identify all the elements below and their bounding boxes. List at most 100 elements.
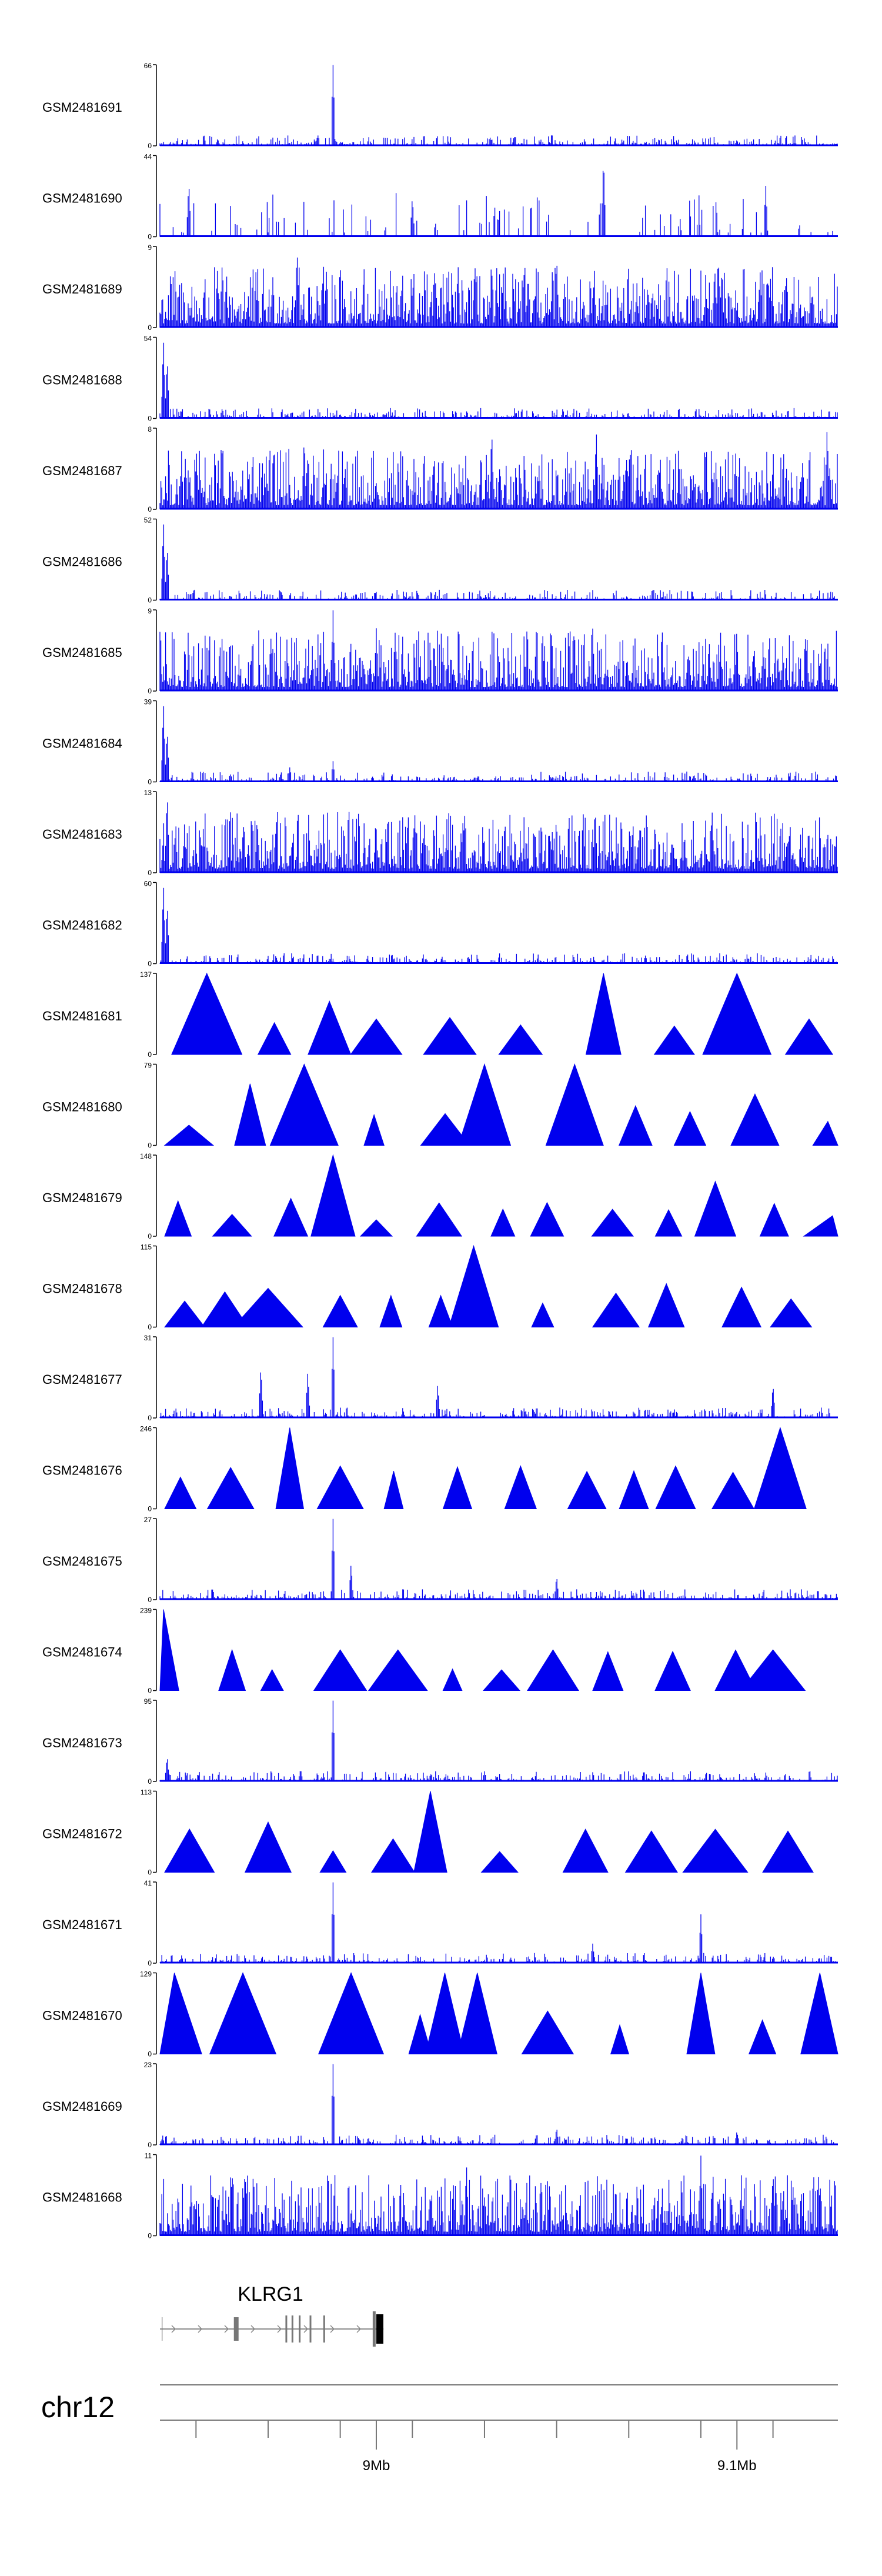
gene-exon [285, 2315, 288, 2343]
track-label: GSM2481680 [42, 1100, 122, 1115]
coverage-peak [770, 1298, 813, 1327]
coverage-signal [159, 524, 838, 600]
coverage-peak [702, 972, 772, 1055]
coverage-peak [164, 1476, 197, 1509]
coverage-peak [163, 1300, 206, 1327]
coverage-peak [423, 1017, 477, 1055]
track-GSM2481675: GSM2481675 27 0 [42, 1516, 838, 1604]
y-zero-tick: 0 [148, 142, 152, 150]
coverage-peak [653, 1025, 696, 1055]
y-zero-tick: 0 [148, 1142, 152, 1150]
coverage-peak [753, 1426, 807, 1509]
track-label: GSM2481670 [42, 2008, 122, 2023]
track-label: GSM2481675 [42, 1554, 122, 1569]
coverage-peak [273, 1197, 309, 1237]
track-label: GSM2481676 [42, 1463, 122, 1478]
axis-tick-label: 9.1Mb [717, 2458, 757, 2474]
track-label: GSM2481668 [42, 2190, 122, 2205]
coverage-peak [592, 1651, 624, 1691]
gene-exon [372, 2311, 376, 2347]
coverage-peak [759, 1203, 789, 1237]
y-zero-tick: 0 [148, 1959, 152, 1967]
y-zero-tick: 0 [148, 1505, 152, 1513]
coverage-peak [232, 1287, 304, 1327]
track-GSM2481677: GSM2481677 31 0 [42, 1334, 838, 1422]
coverage-signal [159, 257, 838, 328]
coverage-peak [762, 1830, 814, 1873]
coverage-peak [234, 1083, 266, 1146]
coverage-peak [442, 1466, 473, 1509]
genome-axis: chr12 9Mb 9.1Mb [41, 2384, 838, 2474]
coverage-peak [383, 1471, 404, 1509]
track-label: GSM2481687 [42, 463, 122, 478]
track-GSM2481673: GSM2481673 95 0 [42, 1697, 838, 1786]
coverage-peak [482, 1669, 521, 1691]
strand-arrow [277, 2325, 282, 2333]
y-max-tick: 60 [144, 880, 152, 888]
coverage-peak [413, 1791, 447, 1873]
coverage-signal [159, 1337, 838, 1418]
y-max-tick: 13 [144, 789, 152, 797]
y-max-tick: 31 [144, 1334, 152, 1342]
coverage-peak [159, 1609, 179, 1691]
track-GSM2481670: GSM2481670 129 0 [42, 1970, 838, 2058]
coverage-peak [408, 2013, 432, 2054]
y-max-tick: 39 [144, 698, 152, 706]
track-label: GSM2481686 [42, 555, 122, 569]
track-GSM2481669: GSM2481669 23 0 [42, 2061, 838, 2149]
track-label: GSM2481688 [42, 373, 122, 388]
coverage-peak [545, 1063, 604, 1146]
coverage-signal [159, 1519, 838, 1600]
track-GSM2481672: GSM2481672 113 0 [42, 1788, 814, 1877]
coverage-peak [425, 1973, 465, 2054]
coverage-peak [480, 1851, 519, 1873]
coverage-peak [370, 1838, 416, 1873]
coverage-peak [310, 1154, 356, 1237]
y-max-tick: 52 [144, 516, 152, 525]
strand-arrow [330, 2325, 335, 2333]
coverage-peak [313, 1649, 368, 1691]
y-zero-tick: 0 [148, 233, 152, 241]
coverage-peak [647, 1283, 685, 1327]
coverage-peak [812, 1120, 838, 1146]
y-max-tick: 8 [148, 425, 152, 433]
track-GSM2481668: GSM2481668 11 0 [42, 2152, 838, 2240]
track-GSM2481689: GSM2481689 9 0 [42, 243, 838, 332]
coverage-peak [694, 1180, 737, 1237]
coverage-peak [490, 1208, 516, 1237]
coverage-peak [322, 1294, 358, 1327]
coverage-peak [201, 1291, 249, 1327]
track-label: GSM2481672 [42, 1827, 122, 1841]
track-label: GSM2481681 [42, 1009, 122, 1023]
coverage-peak [740, 1649, 806, 1691]
track-label: GSM2481690 [42, 191, 122, 206]
coverage-peak [748, 2019, 777, 2054]
coverage-peak [209, 1972, 277, 2054]
y-zero-tick: 0 [148, 2232, 152, 2240]
coverage-signal [159, 706, 838, 782]
y-max-tick: 79 [144, 1062, 152, 1070]
coverage-peak [269, 1063, 339, 1146]
y-zero-tick: 0 [148, 869, 152, 877]
y-zero-tick: 0 [148, 415, 152, 423]
y-zero-tick: 0 [148, 596, 152, 605]
coverage-peak [359, 1219, 393, 1237]
gene-exon [323, 2315, 325, 2343]
coverage-peak [260, 1669, 284, 1691]
y-zero-tick: 0 [148, 323, 152, 332]
track-label: GSM2481679 [42, 1190, 122, 1205]
coverage-peak [567, 1470, 607, 1509]
coverage-signal [159, 2155, 838, 2236]
track-GSM2481683: GSM2481683 13 0 [42, 789, 838, 877]
track-GSM2481682: GSM2481682 60 0 [42, 880, 838, 968]
track-label: GSM2481671 [42, 1917, 122, 1932]
coverage-peak [379, 1294, 403, 1327]
coverage-peak [171, 972, 243, 1055]
coverage-peak [319, 1850, 347, 1873]
gene-label: KLRG1 [238, 2283, 303, 2305]
y-max-tick: 44 [144, 153, 152, 161]
gene-exon [299, 2315, 301, 2343]
coverage-peak [654, 1650, 691, 1691]
track-label: GSM2481674 [42, 1645, 122, 1660]
coverage-peak [686, 1973, 716, 2054]
